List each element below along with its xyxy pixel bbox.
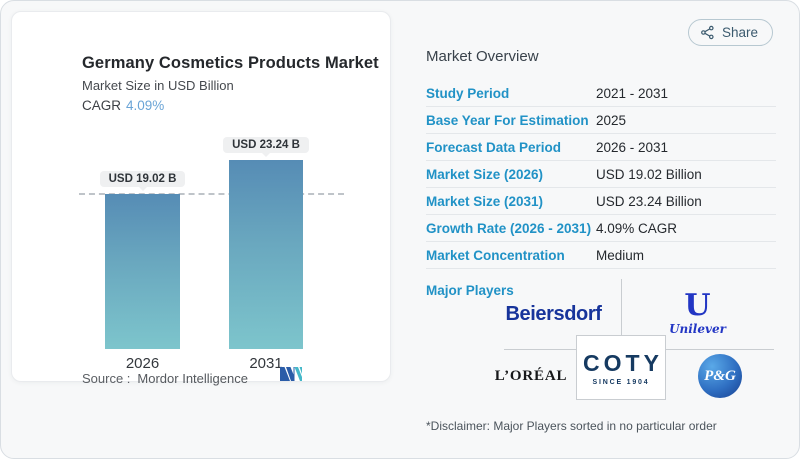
coty-logo: COTY SINCE 1904 <box>576 335 666 400</box>
bar-2031 <box>229 160 303 349</box>
row-label: Market Size (2026) <box>426 166 544 182</box>
pg-logo: P&G <box>666 351 774 401</box>
share-button-label: Share <box>721 25 758 40</box>
row-value: USD 23.24 Billion <box>596 193 702 209</box>
x-axis-label-2031: 2031 <box>249 355 283 372</box>
bar-chart-plot: USD 19.02 B USD 23.24 B 2026 2031 <box>79 137 344 372</box>
bar-value-label-2031: USD 23.24 B <box>223 137 309 157</box>
row-label: Growth Rate (2026 - 2031) <box>426 220 592 236</box>
row-label: Study Period <box>426 85 510 101</box>
coty-tagline: SINCE 1904 <box>592 378 650 386</box>
bar-value-label-2026: USD 19.02 B <box>99 171 186 191</box>
table-row: Growth Rate (2026 - 2031) 4.09% CAGR <box>426 215 776 242</box>
table-row: Forecast Data Period 2026 - 2031 <box>426 134 776 161</box>
major-players-logos: Beiersdorf U Unilever L’ORÉAL COTY SINCE… <box>486 279 774 401</box>
row-value: USD 19.02 Billion <box>596 166 702 182</box>
table-row: Study Period 2021 - 2031 <box>426 80 776 107</box>
row-label: Market Size (2031) <box>426 193 544 209</box>
table-row: Market Size (2031) USD 23.24 Billion <box>426 188 776 215</box>
logo-grid-vertical-divider <box>621 279 622 349</box>
row-label: Forecast Data Period <box>426 139 562 155</box>
source-value: Mordor Intelligence <box>137 371 248 386</box>
row-value: 4.09% CAGR <box>596 220 678 236</box>
share-icon <box>701 25 714 40</box>
pill-caret <box>138 187 147 191</box>
table-row: Base Year For Estimation 2025 <box>426 107 776 134</box>
pill-caret <box>262 153 270 157</box>
chart-title: Germany Cosmetics Products Market <box>82 54 379 72</box>
chart-subtitle: Market Size in USD Billion <box>82 78 234 93</box>
unilever-logo: U Unilever <box>669 287 726 336</box>
major-players-row: Major Players Beiersdorf U Unilever L’OR… <box>426 269 776 414</box>
source-line: Source : Mordor Intelligence <box>82 371 248 386</box>
cagr-label: CAGR <box>82 98 122 113</box>
bar-2026 <box>105 194 180 349</box>
cagr-value: 4.09% <box>126 98 165 113</box>
loreal-logo: L’ORÉAL <box>494 367 568 384</box>
reference-dashed-line <box>79 193 344 195</box>
disclaimer-text: *Disclaimer: Major Players sorted in no … <box>426 419 717 433</box>
row-value: 2025 <box>596 112 627 128</box>
share-button[interactable]: Share <box>687 19 773 46</box>
beiersdorf-logo: Beiersdorf <box>505 302 602 325</box>
row-value: 2021 - 2031 <box>596 85 669 101</box>
chart-card: Germany Cosmetics Products Market Market… <box>11 11 391 386</box>
row-value: Medium <box>596 247 645 263</box>
table-row: Market Concentration Medium <box>426 242 776 269</box>
major-players-label: Major Players <box>426 283 514 298</box>
table-row: Market Size (2026) USD 19.02 Billion <box>426 161 776 188</box>
overview-table: Study Period 2021 - 2031 Base Year For E… <box>426 80 776 269</box>
x-axis-label-2026: 2026 <box>125 355 160 372</box>
row-label: Base Year For Estimation <box>426 112 589 128</box>
row-label: Market Concentration <box>426 247 565 263</box>
source-label: Source : <box>82 371 131 386</box>
mordor-intelligence-logo <box>280 367 302 381</box>
overview-heading: Market Overview <box>426 48 539 65</box>
row-value: 2026 - 2031 <box>596 139 669 155</box>
unilever-u-mark: U <box>684 287 711 323</box>
chart-cagr: CAGR 4.09% <box>82 98 164 113</box>
